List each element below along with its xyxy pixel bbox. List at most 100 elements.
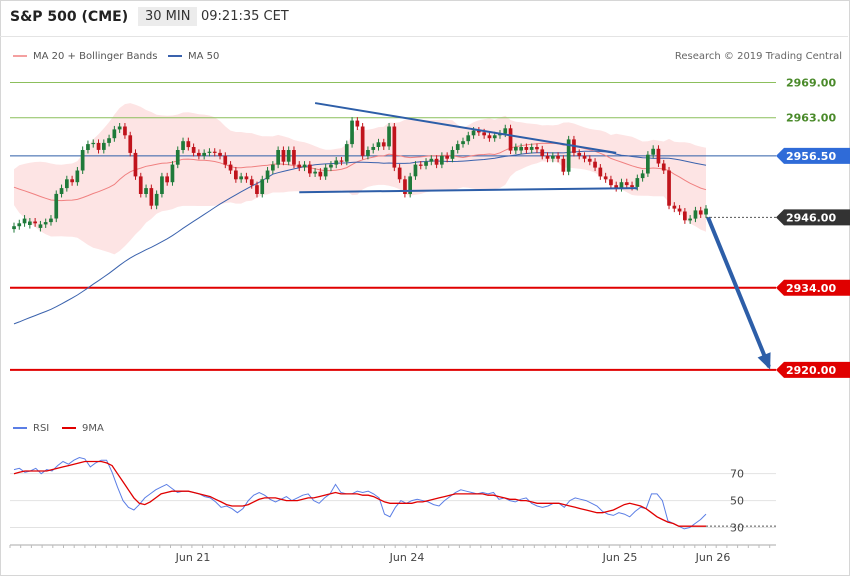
candle-body [418, 164, 423, 166]
candle-body [429, 158, 434, 162]
candle-body [54, 193, 59, 219]
candle-body [440, 155, 444, 165]
candle-body [598, 167, 603, 177]
candle-body [487, 135, 492, 139]
candle-body [672, 205, 677, 209]
candle-body [698, 210, 703, 215]
candle-body [234, 170, 238, 180]
candle-body [661, 163, 666, 171]
candle-body [75, 170, 80, 183]
candle-body [286, 150, 291, 162]
candle-body [223, 155, 228, 165]
price-label-bg-4 [776, 279, 850, 296]
candle-body [70, 179, 74, 183]
candle-body [614, 185, 618, 189]
trend-line-lower [299, 187, 638, 194]
price-label-4: 2934.00 [786, 282, 836, 295]
candle-body [112, 129, 117, 139]
candle-body [181, 141, 185, 150]
candle-body [302, 164, 307, 168]
rsi-line [13, 456, 707, 530]
legend-ma50: MA 50 [168, 51, 219, 62]
chart-header: S&P 500 (CME) 30 MIN 09:21:35 CET [0, 0, 848, 37]
candle-body [43, 222, 48, 225]
candle-body [366, 150, 370, 156]
candle-body [529, 147, 534, 150]
candle-body [344, 144, 349, 162]
ma50-line [13, 150, 707, 325]
candle-body [381, 142, 386, 147]
legend-bollinger-label: MA 20 + Bollinger Bands [33, 51, 158, 62]
candle-body [170, 164, 175, 183]
x-tick-label-1: Jun 24 [389, 551, 425, 564]
candle-body [434, 158, 439, 165]
candle-body [540, 149, 545, 156]
candle-body [260, 179, 265, 194]
candle-body [619, 182, 624, 189]
rsi-tick-30: 30 [730, 522, 744, 535]
candle-body [149, 188, 154, 206]
candle-body [86, 144, 90, 150]
candle-body [424, 161, 428, 166]
candle-body [329, 164, 333, 168]
candle-body [138, 176, 143, 194]
symbol-title: S&P 500 (CME) [10, 9, 129, 25]
candle-body [197, 152, 201, 156]
x-tick-label-3: Jun 26 [695, 551, 731, 564]
candle-body [249, 179, 254, 186]
price-label-bg-5 [776, 361, 850, 378]
candle-body [503, 128, 508, 134]
candle-body [651, 148, 655, 155]
candle-body [577, 152, 582, 156]
price-label-0: 2969.00 [786, 77, 836, 90]
candle-body [624, 182, 629, 186]
candle-body [466, 135, 471, 142]
candle-body [59, 188, 64, 194]
candle-body [545, 155, 550, 159]
candle-body [102, 142, 106, 150]
candle-body [297, 164, 302, 168]
candle-body [28, 221, 32, 225]
legend-bollinger: MA 20 + Bollinger Bands [13, 51, 157, 62]
candle-body [49, 218, 53, 223]
candle-body [403, 179, 407, 194]
candle-body [371, 147, 376, 150]
candle-body [271, 164, 275, 171]
candle-body [339, 160, 344, 162]
candle-body [154, 193, 159, 206]
x-tick-label-0: Jun 21 [175, 551, 211, 564]
interval-selector[interactable]: 30 MIN [138, 7, 198, 26]
candle-body [582, 155, 587, 159]
price-label-2: 2956.50 [786, 150, 836, 163]
candle-body [524, 147, 529, 150]
legend-rsi-label: RSI [33, 423, 50, 434]
forecast-arrow-head [757, 352, 771, 370]
legend-rsi: RSI [13, 423, 49, 434]
candle-body [239, 176, 243, 180]
candle-body [334, 160, 339, 165]
legend-9ma-label: 9MA [82, 423, 104, 434]
candle-body [65, 179, 69, 189]
candle-body [677, 208, 682, 212]
candle-body [160, 176, 164, 194]
candle-body [392, 126, 397, 168]
candle-body [561, 158, 566, 172]
bollinger-swatch [13, 55, 27, 57]
candle-body [471, 130, 476, 136]
candle-body [635, 178, 640, 187]
price-label-3: 2946.00 [786, 211, 836, 224]
candle-body [133, 152, 138, 177]
candle-body [693, 210, 698, 219]
timestamp: 09:21:35 CET [201, 9, 289, 24]
candle-body [360, 126, 365, 156]
candle-body [281, 150, 286, 162]
candle-body [704, 208, 708, 215]
candle-body [212, 151, 217, 153]
candle-body [80, 150, 85, 171]
forecast-arrow-shaft [706, 216, 771, 368]
candle-body [202, 152, 206, 156]
candle-body [228, 164, 233, 171]
candle-body [630, 185, 634, 187]
rsi-swatch [13, 427, 27, 429]
